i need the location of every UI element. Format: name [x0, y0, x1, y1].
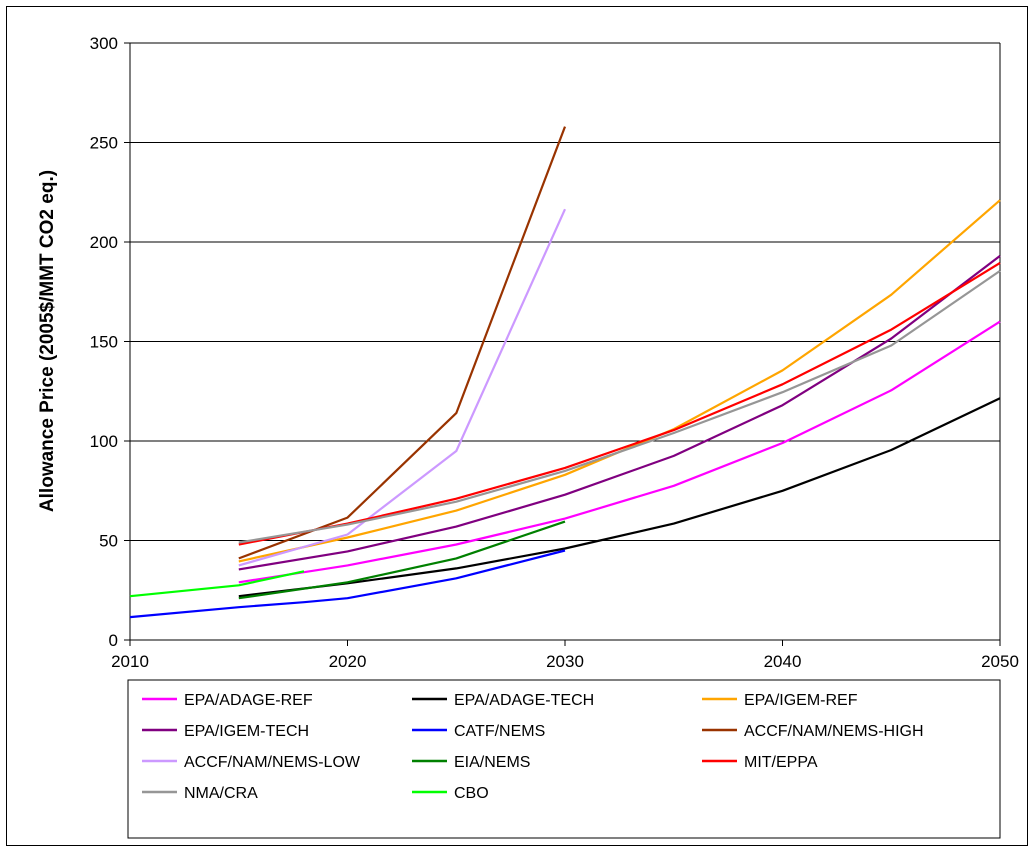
x-tick-label: 2040	[764, 652, 802, 671]
legend-item: CATF/NEMS	[412, 723, 545, 740]
legend-label: ACCF/NAM/NEMS-HIGH	[744, 723, 924, 740]
series-line-mit-eppa	[238, 261, 1001, 546]
axes	[124, 42, 1001, 646]
legend-label: CBO	[454, 785, 489, 802]
legend-label: EPA/IGEM-TECH	[184, 723, 309, 740]
legend: EPA/ADAGE-REF EPA/ADAGE-TECH EPA/IGEM-REF E…	[142, 692, 924, 802]
x-tick-label: 2050	[981, 652, 1019, 671]
series-line-epa-adage-ref	[238, 320, 1001, 584]
legend-item: EPA/IGEM-TECH	[142, 723, 309, 740]
y-tick-label: 0	[109, 631, 118, 650]
series-line-epa-igem-ref	[238, 199, 1001, 563]
legend-item: EPA/ADAGE-TECH	[412, 692, 594, 709]
y-tick-label: 300	[90, 34, 118, 53]
gridlines	[130, 42, 1000, 541]
legend-item: EIA/NEMS	[412, 754, 530, 771]
legend-label: EPA/IGEM-REF	[744, 692, 858, 709]
legend-item: EPA/IGEM-REF	[702, 692, 858, 709]
series-line-accf-nam-nems-high	[238, 126, 567, 560]
legend-label: EPA/ADAGE-REF	[184, 692, 313, 709]
legend-item: CBO	[412, 785, 489, 802]
series-line-epa-igem-tech	[238, 255, 1001, 571]
legend-label: ACCF/NAM/NEMS-LOW	[184, 754, 361, 771]
y-tick-label: 50	[99, 532, 118, 551]
series-line-epa-adage-tech	[238, 397, 1001, 598]
tick-labels: 0 50 100 150 200 250 300 2010 2020 2030 2040 2050	[90, 34, 1019, 671]
y-tick-label: 150	[90, 333, 118, 352]
y-tick-label: 200	[90, 233, 118, 252]
series-lines	[129, 126, 1001, 619]
x-tick-label: 2030	[546, 652, 584, 671]
legend-item: EPA/ADAGE-REF	[142, 692, 313, 709]
legend-item: ACCF/NAM/NEMS-LOW	[142, 754, 361, 771]
y-tick-label: 250	[90, 134, 118, 153]
legend-label: MIT/EPPA	[744, 754, 818, 771]
series-line-accf-nam-nems-low	[238, 208, 567, 567]
series-line-catf-nems	[129, 549, 566, 619]
x-tick-label: 2020	[329, 652, 367, 671]
series-line-nma-cra	[238, 269, 1001, 544]
x-tick-label: 2010	[111, 652, 149, 671]
legend-item: NMA/CRA	[142, 785, 258, 802]
series-line-eia-nems	[238, 520, 566, 600]
legend-label: EIA/NEMS	[454, 754, 530, 771]
series-line-cbo	[129, 570, 305, 598]
legend-box	[127, 679, 1001, 839]
legend-item: ACCF/NAM/NEMS-HIGH	[702, 723, 924, 740]
legend-label: EPA/ADAGE-TECH	[454, 692, 594, 709]
y-tick-label: 100	[90, 432, 118, 451]
legend-label: CATF/NEMS	[454, 723, 545, 740]
legend-label: NMA/CRA	[184, 785, 258, 802]
legend-item: MIT/EPPA	[702, 754, 818, 771]
y-axis-label: Allowance Price (2005$/MMT CO2 eq.)	[37, 170, 58, 512]
